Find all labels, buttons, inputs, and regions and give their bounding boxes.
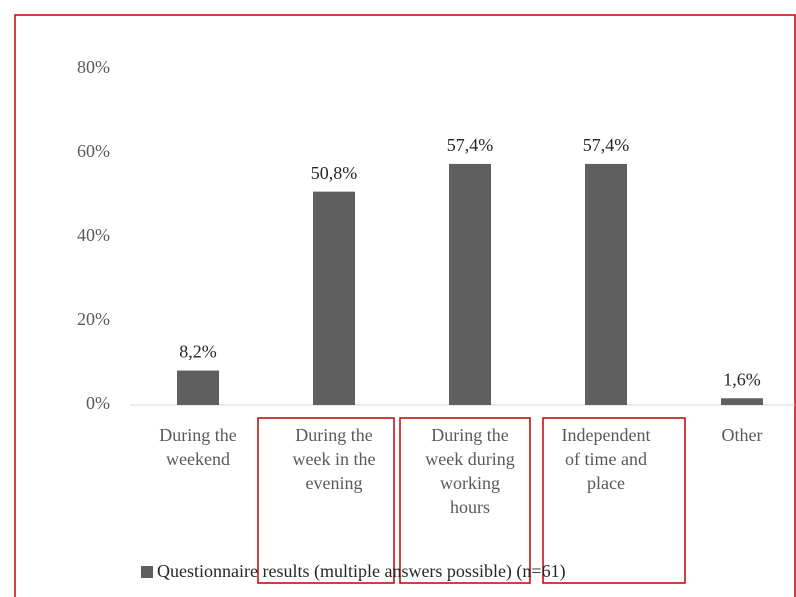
y-tick-label: 40%	[77, 225, 110, 245]
y-tick-label: 0%	[86, 393, 110, 413]
y-tick-label: 80%	[77, 57, 110, 77]
x-tick-label: During the weekend	[159, 425, 237, 469]
frame	[14, 14, 796, 597]
data-label: 8,2%	[179, 342, 217, 362]
highlight-box	[542, 417, 686, 584]
y-tick-label: 60%	[77, 141, 110, 161]
bar	[585, 163, 627, 405]
bar	[313, 191, 355, 405]
bar	[177, 370, 219, 405]
data-label: 50,8%	[311, 163, 358, 183]
highlight-box	[399, 417, 531, 584]
legend-label: Questionnaire results (multiple answers …	[157, 561, 566, 582]
legend-swatch	[141, 566, 153, 578]
y-tick-label: 20%	[77, 309, 110, 329]
x-tick-label: Other	[721, 425, 763, 445]
data-label: 1,6%	[723, 369, 761, 389]
x-tick-label: During the week during working hours	[425, 425, 515, 517]
x-tick-label: During the week in the evening	[292, 425, 376, 493]
highlight-box	[257, 417, 395, 584]
data-label: 57,4%	[583, 135, 630, 155]
x-tick-label: Independent of time and place	[561, 425, 651, 493]
bar	[721, 398, 763, 405]
bar	[449, 163, 491, 405]
data-label: 57,4%	[447, 135, 494, 155]
